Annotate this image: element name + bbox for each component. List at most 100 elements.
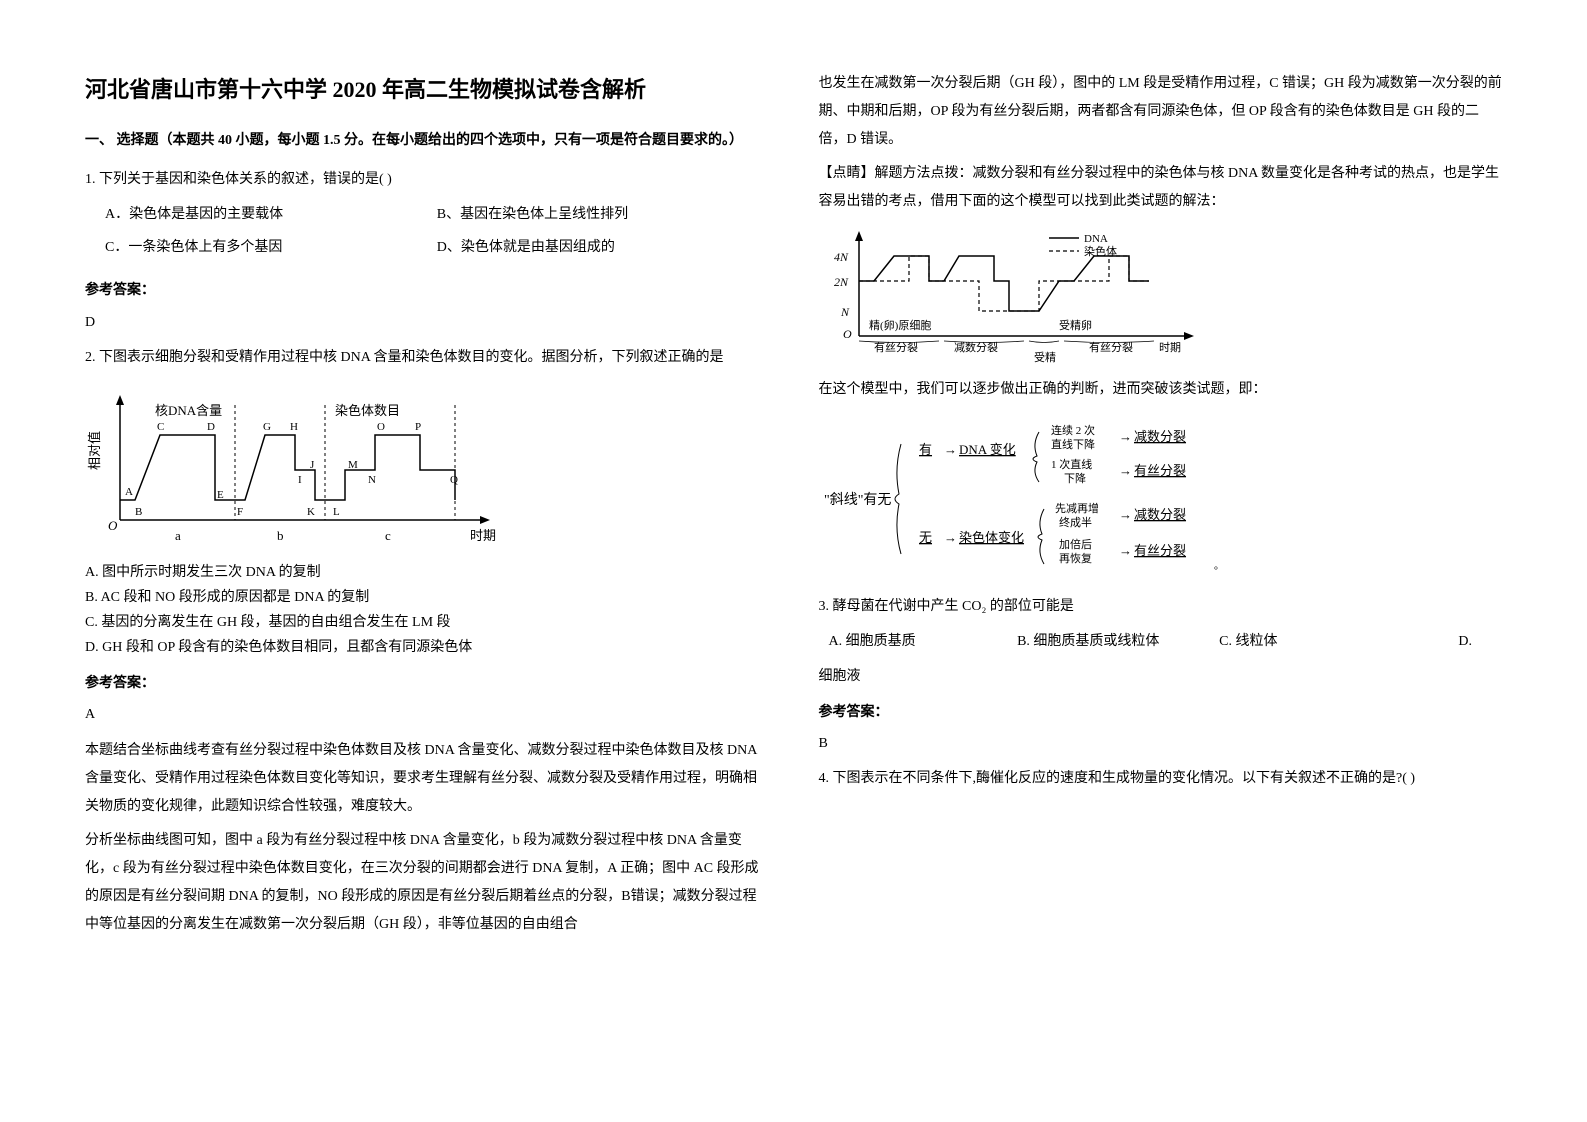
pt-M: M [348,459,358,471]
question-2: 2. 下图表示细胞分裂和受精作用过程中核 DNA 含量和染色体数目的变化。据图分… [85,345,769,939]
tree-b1a-res: 减数分裂 [1134,429,1186,444]
q2-opt-d: D. GH 段和 OP 段含有的染色体数目相同，且都含有同源染色体 [85,635,769,660]
answer-label: 参考答案： [85,671,769,696]
arrow-6: → [1119,543,1132,558]
q1-opt-c: C．一条染色体上有多个基因 [105,235,437,260]
q1-opt-d: D、染色体就是由基因组成的 [437,235,769,260]
chart-right-title: 染色体数目 [335,403,400,418]
brace-3 [1029,341,1059,343]
arrow-4: → [944,530,957,545]
q1-stem: 1. 下列关于基因和染色体关系的叙述，错误的是( ) [85,167,769,192]
q3-stem: 3. 酵母菌在代谢中产生 CO₂ 的部位可能是 [819,594,1503,619]
tree-root: "斜线"有无 [824,492,891,508]
m-tick-4n: 4N [834,250,849,264]
brace-top [1033,432,1039,482]
q2-stem: 2. 下图表示细胞分裂和受精作用过程中核 DNA 含量和染色体数目的变化。据图分… [85,345,769,370]
answer-label: 参考答案： [85,278,769,303]
tree-b1b-res: 有丝分裂 [1134,463,1186,478]
m-tick-2n: 2N [834,275,849,289]
y-axis-arrow [116,395,124,405]
m-x-arrow [1184,332,1194,340]
phase-c-line [325,435,455,500]
q2-opt-a: A. 图中所示时期发生三次 DNA 的复制 [85,560,769,585]
q1-answer: D [85,310,769,335]
pt-P: P [415,421,421,433]
pt-B: B [135,506,142,518]
phase-b: b [277,528,284,543]
q3-opt-b: B. 细胞质基质或线粒体 [1017,629,1219,654]
q3-opt-c: C. 线粒体 [1219,629,1367,654]
m-x-axis-label: 时期 [1159,341,1181,354]
m-tick-o: O [843,327,852,341]
arrow-2: → [1119,429,1132,444]
legend-dna: DNA [1084,233,1108,245]
question-1: 1. 下列关于基因和染色体关系的叙述，错误的是( ) A．染色体是基因的主要载体… [85,167,769,335]
phase-c: c [385,528,391,543]
q2-explanation-2: 分析坐标曲线图可知，图中 a 段为有丝分裂过程中核 DNA 含量变化，b 段为减… [85,827,769,939]
tree-b1: 有 [919,442,932,457]
q3-opt-a: A. 细胞质基质 [829,629,1018,654]
pt-K: K [307,506,315,518]
q3-answer: B [819,731,1503,756]
cell-label: 精(卵)原细胞 [869,319,931,332]
pt-N: N [368,474,376,486]
pt-F: F [237,506,243,518]
decision-tree: "斜线"有无 有 → DNA 变化 连续 2 次 直线下降 → 减数分裂 1 次… [819,414,1503,584]
arrow-1: → [944,442,957,457]
q2-opt-b: B. AC 段和 NO 段形成的原因都是 DNA 的复制 [85,585,769,610]
tree-b1a-1: 连续 2 次 [1051,423,1095,437]
tree-b1-mid: DNA 变化 [959,442,1016,457]
chart-ylabel: 相对值 [87,431,102,470]
question-3: 3. 酵母菌在代谢中产生 CO₂ 的部位可能是 A. 细胞质基质 B. 细胞质基… [819,594,1503,756]
q2-explanation-cont: 也发生在减数第一次分裂后期（GH 段），图中的 LM 段是受精作用过程，C 错误… [819,70,1503,154]
tree-b2a-res: 减数分裂 [1134,507,1186,522]
q1-opt-a: A．染色体是基因的主要载体 [105,202,437,227]
pt-J: J [310,459,315,471]
answer-label: 参考答案： [819,700,1503,725]
brace-main [895,444,901,554]
pt-E: E [217,489,224,501]
pt-A: A [125,486,133,498]
section-header: 一、 选择题（本题共 40 小题，每小题 1.5 分。在每小题给出的四个选项中，… [85,128,769,153]
pt-I: I [298,474,302,486]
pt-G: G [263,421,271,433]
chart-left-title: 核DNA含量 [155,403,222,418]
x-axis-label: 时期 [470,528,496,543]
pt-D: D [207,421,215,433]
pt-C: C [157,421,164,433]
q1-opt-b: B、基因在染色体上呈线性排列 [437,202,769,227]
fert-cell-label: 受精卵 [1059,319,1092,332]
tree-b2-mid: 染色体变化 [959,530,1024,545]
tree-b2b-1: 加倍后 [1059,537,1092,551]
q4-stem: 4. 下图表示在不同条件下,酶催化反应的速度和生成物量的变化情况。以下有关叙述不… [819,766,1503,791]
tree-b2: 无 [919,530,932,545]
dna-line [859,256,1149,311]
m-x2: 减数分裂 [954,341,998,354]
tree-b2a-1: 先减再增 [1055,501,1099,515]
tree-b2a-2: 终成半 [1059,515,1092,529]
chrom-line [859,256,1149,311]
tree-b2b-2: 再恢复 [1059,551,1092,565]
pt-L: L [333,506,340,518]
m-y-arrow [855,231,863,241]
m-x3: 受精 [1034,351,1056,364]
q2-answer: A [85,702,769,727]
m-tick-n: N [840,305,850,319]
pt-O: O [377,421,385,433]
phase-a: a [175,528,181,543]
model-chart: 4N 2N N O DNA 染色体 精(卵)原细胞 受精卵 有丝分裂 减数分裂 … [819,226,1503,366]
tree-b1b-1: 1 次直线 [1051,457,1092,471]
question-4: 4. 下图表示在不同条件下,酶催化反应的速度和生成物量的变化情况。以下有关叙述不… [819,766,1503,791]
legend-chrom: 染色体 [1084,244,1117,258]
q3-opt-d-prefix: D. [1367,629,1502,654]
tree-b1b-2: 下降 [1064,471,1086,485]
arrow-5: → [1119,507,1132,522]
pt-Q: Q [450,474,458,486]
page-title: 河北省唐山市第十六中学 2020 年高二生物模拟试卷含解析 [85,70,769,110]
arrow-3: → [1119,463,1132,478]
x-axis-arrow [480,516,490,524]
tree-b1a-2: 直线下降 [1051,437,1095,451]
tip-label: 【点睛】解题方法点拨：减数分裂和有丝分裂过程中的染色体与核 DNA 数量变化是各… [819,160,1503,216]
q2-explanation-1: 本题结合坐标曲线考查有丝分裂过程中染色体数目及核 DNA 含量变化、减数分裂过程… [85,737,769,821]
model-intro: 在这个模型中，我们可以逐步做出正确的判断，进而突破该类试题，即： [819,376,1503,404]
